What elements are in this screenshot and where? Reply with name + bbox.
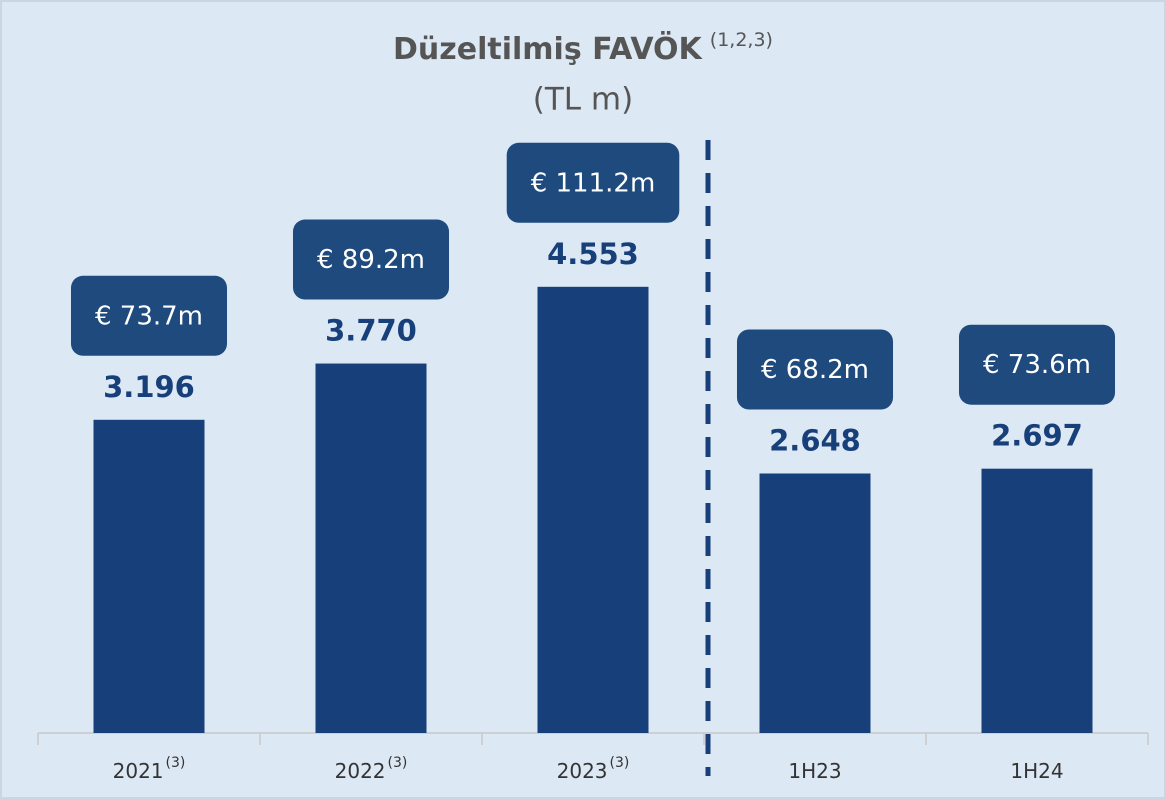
eur-label: € 89.2m xyxy=(317,245,425,275)
category-note: (3) xyxy=(166,755,186,771)
category-label: 1H23 xyxy=(788,759,841,783)
eur-label-box xyxy=(506,142,680,223)
value-label: 2.648 xyxy=(769,423,861,457)
eur-label-box xyxy=(736,329,894,410)
x-tick-label: 2023 (3) xyxy=(557,755,630,783)
value-label: 2.697 xyxy=(991,419,1083,453)
x-tick-label: 1H23 xyxy=(788,759,841,783)
category-label: 2021 xyxy=(113,759,164,783)
bar xyxy=(981,468,1093,733)
value-label: 3.770 xyxy=(325,314,417,348)
chart-title: Düzeltilmiş FAVÖK xyxy=(393,30,704,67)
category-note: (3) xyxy=(388,755,408,771)
value-label: 4.553 xyxy=(547,237,639,271)
x-tick-label: 2021 (3) xyxy=(113,755,186,783)
eur-label-box xyxy=(70,275,228,356)
eur-label: € 68.2m xyxy=(761,355,869,385)
category-label: 2022 xyxy=(335,759,386,783)
bar xyxy=(93,419,205,733)
category-label: 2023 xyxy=(557,759,608,783)
eur-label: € 73.6m xyxy=(983,350,1091,380)
bar xyxy=(315,363,427,733)
eur-label: € 111.2m xyxy=(531,168,656,198)
bar xyxy=(759,473,871,733)
chart-title-group: Düzeltilmiş FAVÖK (1,2,3) xyxy=(393,29,773,67)
chart-subtitle: (TL m) xyxy=(533,82,633,118)
value-label: 3.196 xyxy=(103,370,195,404)
category-label: 1H24 xyxy=(1010,759,1063,783)
x-tick-label: 1H24 xyxy=(1010,759,1063,783)
eur-label: € 73.7m xyxy=(95,301,203,331)
x-tick-label: 2022 (3) xyxy=(335,755,408,783)
bar xyxy=(537,286,649,733)
eur-label-box xyxy=(292,219,450,300)
title-note: (1,2,3) xyxy=(710,29,773,51)
eur-label-box xyxy=(958,324,1116,405)
category-note: (3) xyxy=(610,755,630,771)
